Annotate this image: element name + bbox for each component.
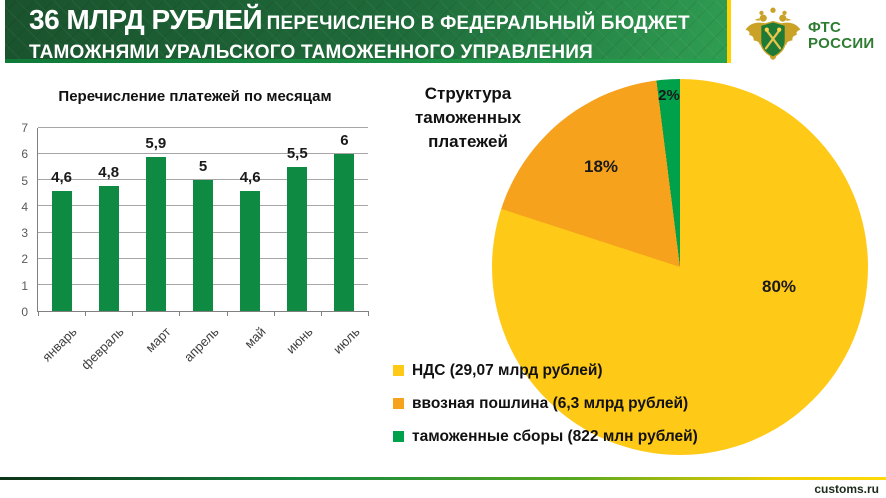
x-axis-tick (85, 311, 87, 316)
legend-label: таможенные сборы (822 млн рублей) (412, 427, 698, 445)
header-title-line1: 36 МЛРД РУБЛЕЙ ПЕРЕЧИСЛЕНО В ФЕДЕРАЛЬНЫЙ… (29, 4, 690, 41)
banner-accent-strip (727, 0, 731, 63)
bar (51, 190, 72, 311)
bar (334, 154, 355, 311)
x-axis-tick (273, 311, 275, 316)
fts-emblem-icon (745, 7, 801, 60)
bar (192, 180, 213, 311)
fts-logo-line2: РОССИИ (808, 35, 875, 52)
legend-label: НДС (29,07 млрд рублей) (412, 361, 603, 379)
bar-slot: 5 (179, 128, 226, 311)
x-axis-tick (179, 311, 181, 316)
footer-gradient-line (0, 477, 886, 480)
bar-chart-y-axis: 0 1 2 3 4 5 6 7 (10, 122, 32, 318)
bar-chart-x-axis-labels: январь февраль март апрель май июнь июль (37, 314, 368, 378)
banner-bottom-highlight (5, 59, 727, 63)
pie-slice-label-nds: 80% (761, 277, 797, 296)
legend-swatch (393, 398, 404, 409)
bar (287, 167, 308, 311)
x-axis-tick (132, 311, 134, 316)
header-line1-rest: ПЕРЕЧИСЛЕНО В ФЕДЕРАЛЬНЫЙ БЮДЖЕТ (266, 13, 690, 34)
y-axis-tick-label: 7 (21, 121, 28, 135)
pie-slice-label-import-duty: 18% (583, 157, 619, 176)
fts-logo-text: ФТС РОССИИ (808, 20, 875, 52)
y-axis-tick-label: 1 (21, 278, 28, 293)
x-axis-tick (320, 311, 322, 316)
bar-slot: 5,9 (132, 128, 179, 311)
x-axis-tick (38, 311, 39, 316)
bar (98, 185, 119, 311)
y-axis-tick-label: 2 (21, 252, 28, 267)
bar-slot: 5,5 (274, 128, 321, 311)
x-axis-label: март (142, 324, 174, 356)
pie-slice-label-customs-fees: 2% (658, 87, 680, 104)
bar-value-label: 4,6 (239, 168, 261, 186)
x-axis-label: июнь (283, 324, 316, 357)
header-title: 36 МЛРД РУБЛЕЙ ПЕРЕЧИСЛЕНО В ФЕДЕРАЛЬНЫЙ… (29, 4, 690, 65)
bar-value-label: 4,8 (98, 163, 120, 181)
x-axis-label: апрель (180, 324, 222, 365)
y-axis-tick-label: 6 (21, 147, 28, 162)
x-axis-tick (368, 311, 369, 316)
y-axis-tick-label: 3 (21, 226, 28, 241)
legend-item: НДС (29,07 млрд рублей) (393, 360, 698, 381)
pie-chart (492, 79, 868, 455)
bar-value-label: 5,5 (286, 145, 308, 163)
bar-value-label: 6 (340, 132, 349, 150)
fts-logo: ФТС РОССИИ (740, 4, 882, 64)
bar-value-label: 5 (198, 158, 208, 176)
bar (145, 156, 166, 311)
header-amount: 36 МЛРД РУБЛЕЙ (29, 4, 263, 35)
header-title-line2: ТАМОЖНЯМИ УРАЛЬСКОГО ТАМОЖЕННОГО УПРАВЛЕ… (29, 42, 593, 63)
x-axis-label: февраль (77, 324, 127, 373)
y-axis-tick-label: 0 (21, 305, 28, 319)
gridline (38, 127, 368, 128)
legend-item: таможенные сборы (822 млн рублей) (393, 426, 698, 447)
bar-chart-title: Перечисление платежей по месяцам (58, 88, 332, 105)
bar-chart-plot: 4,6 4,8 5,9 5 4,6 5,5 6 (37, 127, 369, 316)
bar-slot: 4,6 (38, 128, 85, 311)
x-axis-label: май (241, 324, 269, 352)
gridline (38, 153, 368, 155)
footer-site-text: customs.ru (814, 482, 879, 496)
fts-logo-line1: ФТС (808, 19, 842, 36)
bar (240, 190, 261, 311)
bar-value-label: 4,6 (51, 168, 72, 186)
header-banner: 36 МЛРД РУБЛЕЙ ПЕРЕЧИСЛЕНО В ФЕДЕРАЛЬНЫЙ… (5, 0, 727, 63)
x-axis-label: январь (38, 324, 80, 365)
bar-value-label: 5,9 (145, 134, 167, 152)
bar-slot: 6 (321, 128, 368, 311)
gridline (38, 179, 368, 181)
x-axis-tick (226, 311, 228, 316)
y-axis-tick-label: 4 (21, 199, 28, 214)
legend-swatch (393, 431, 404, 442)
legend-item: ввозная пошлина (6,3 млрд рублей) (393, 393, 698, 414)
bar-slot: 4,6 (227, 128, 274, 311)
legend-label: ввозная пошлина (6,3 млрд рублей) (412, 394, 689, 412)
y-axis-tick-label: 5 (21, 173, 28, 188)
bar-slot: 4,8 (85, 128, 132, 311)
legend-swatch (393, 365, 404, 376)
pie-chart-title: Структура таможенных платежей (414, 84, 522, 151)
pie-legend: НДС (29,07 млрд рублей) ввозная пошлина (… (393, 360, 698, 459)
x-axis-label: июль (330, 324, 363, 357)
